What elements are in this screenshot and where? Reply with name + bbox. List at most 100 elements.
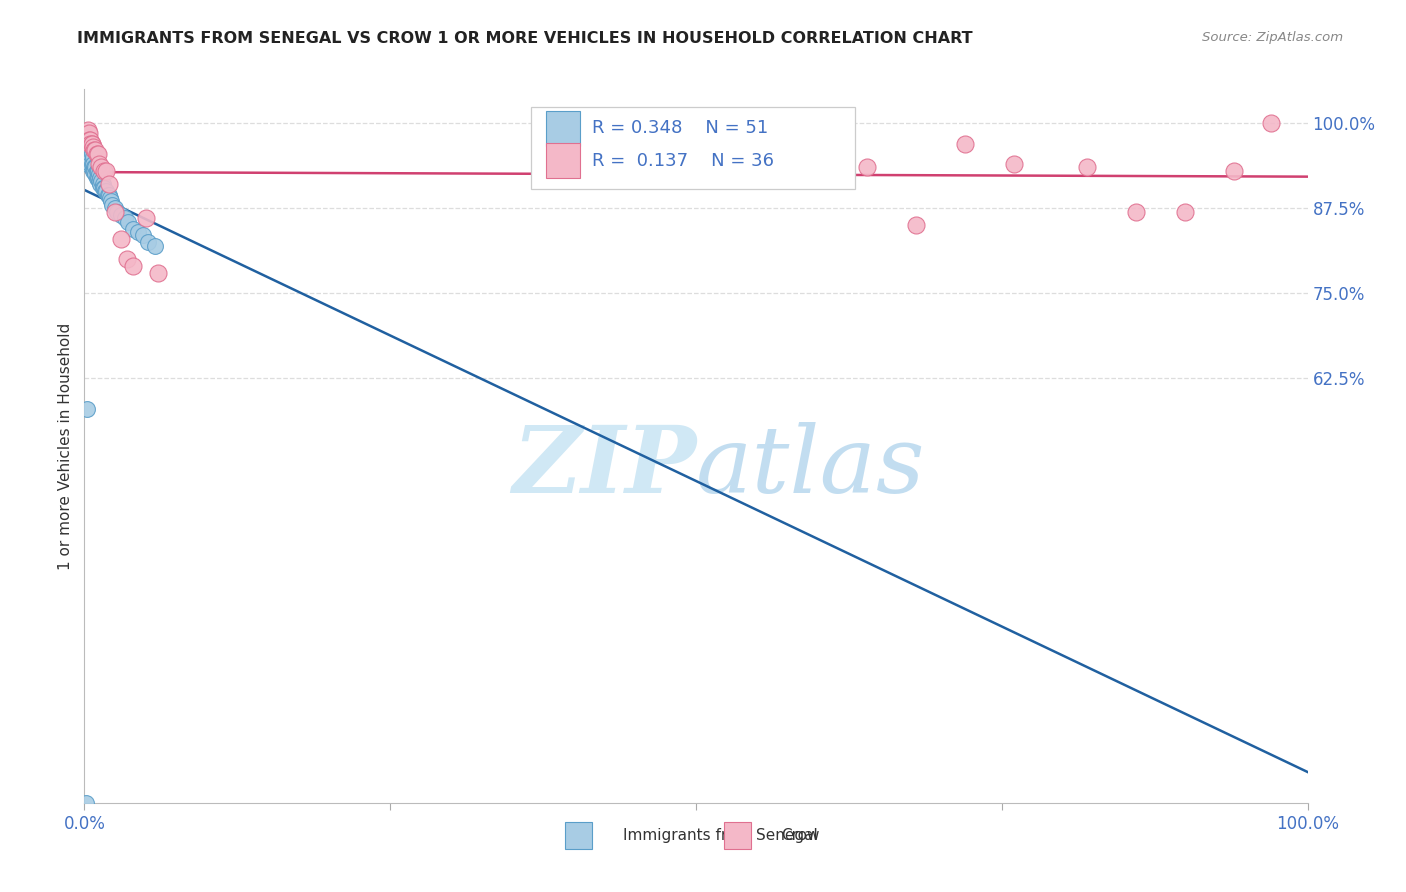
Point <box>136 235 159 249</box>
Point <box>97 187 120 202</box>
Point <box>82 150 104 164</box>
Point <box>77 144 100 158</box>
Point <box>87 170 110 185</box>
Point <box>80 157 103 171</box>
Point <box>86 163 108 178</box>
Point <box>110 232 132 246</box>
Point <box>100 194 122 209</box>
Point <box>953 136 976 151</box>
Point <box>101 198 124 212</box>
Point <box>1260 116 1282 130</box>
Point <box>87 146 110 161</box>
Point <box>1076 161 1098 175</box>
Point <box>84 144 107 158</box>
Point <box>77 140 100 154</box>
Point <box>80 136 103 151</box>
Point <box>94 184 117 198</box>
Point <box>86 146 108 161</box>
Point <box>77 133 100 147</box>
Y-axis label: 1 or more Vehicles in Household: 1 or more Vehicles in Household <box>58 322 73 570</box>
Point <box>79 144 101 158</box>
Point <box>87 174 110 188</box>
FancyBboxPatch shape <box>565 822 592 849</box>
Point <box>1174 204 1197 219</box>
Point <box>82 157 104 171</box>
Point <box>96 184 118 198</box>
Point <box>84 161 107 175</box>
Point <box>93 180 115 194</box>
Point <box>91 178 114 192</box>
Point <box>110 208 132 222</box>
Point <box>77 123 100 137</box>
Point <box>114 211 136 226</box>
Point <box>82 140 104 154</box>
Point <box>87 163 110 178</box>
Point <box>77 150 100 164</box>
Point <box>127 225 149 239</box>
Point <box>89 170 111 185</box>
Point <box>115 252 138 266</box>
Point <box>84 167 107 181</box>
Point <box>77 127 100 141</box>
Point <box>80 136 103 151</box>
FancyBboxPatch shape <box>546 112 579 145</box>
Point <box>83 144 105 158</box>
Point <box>86 170 108 185</box>
Point <box>76 129 98 144</box>
Point <box>807 170 830 185</box>
Point <box>143 238 166 252</box>
Point <box>79 157 101 171</box>
Point <box>79 150 101 164</box>
Point <box>97 178 120 192</box>
Point <box>105 204 128 219</box>
Point <box>87 167 110 181</box>
Point <box>79 133 101 147</box>
Point <box>80 146 103 161</box>
Point <box>747 144 769 158</box>
Text: atlas: atlas <box>696 423 925 512</box>
Point <box>77 136 100 151</box>
Point <box>75 796 97 810</box>
Point <box>83 161 105 175</box>
Point <box>83 163 105 178</box>
Point <box>856 161 879 175</box>
Text: R =  0.137    N = 36: R = 0.137 N = 36 <box>592 152 773 169</box>
Point <box>90 174 112 188</box>
Point <box>1002 157 1025 171</box>
Point <box>77 133 100 147</box>
Point <box>76 136 98 151</box>
Point <box>96 163 118 178</box>
Point <box>77 136 100 151</box>
Text: R = 0.348    N = 51: R = 0.348 N = 51 <box>592 120 768 137</box>
Point <box>122 221 145 235</box>
Point <box>104 204 127 219</box>
Point <box>1223 163 1246 178</box>
Point <box>77 127 100 141</box>
Text: IMMIGRANTS FROM SENEGAL VS CROW 1 OR MORE VEHICLES IN HOUSEHOLD CORRELATION CHAR: IMMIGRANTS FROM SENEGAL VS CROW 1 OR MOR… <box>77 31 973 46</box>
Point <box>905 218 928 232</box>
Point <box>104 201 127 215</box>
Point <box>97 187 120 202</box>
Point <box>87 157 110 171</box>
FancyBboxPatch shape <box>531 107 855 189</box>
Point <box>79 136 101 151</box>
Point <box>122 259 145 273</box>
FancyBboxPatch shape <box>724 822 751 849</box>
Point <box>93 163 115 178</box>
Text: Immigrants from Senegal: Immigrants from Senegal <box>623 828 817 843</box>
FancyBboxPatch shape <box>546 144 579 178</box>
Text: ZIP: ZIP <box>512 423 696 512</box>
Point <box>90 161 112 175</box>
Point <box>89 178 111 192</box>
Point <box>82 163 104 178</box>
Point <box>117 215 139 229</box>
Point <box>132 228 155 243</box>
Point <box>98 191 121 205</box>
Point <box>76 157 98 171</box>
Point <box>135 211 157 226</box>
Point <box>91 180 114 194</box>
Point <box>76 401 98 416</box>
Text: Crow: Crow <box>782 828 820 843</box>
Text: Source: ZipAtlas.com: Source: ZipAtlas.com <box>1202 31 1343 45</box>
Point <box>146 266 169 280</box>
